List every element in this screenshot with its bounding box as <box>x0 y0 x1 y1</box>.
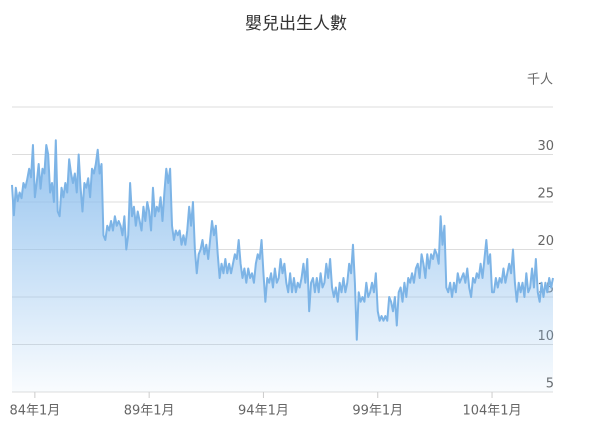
x-tick-label: 84年1月 <box>9 404 60 419</box>
y-tick-label: 30 <box>537 139 554 154</box>
chart-title: 嬰兒出生人數 <box>245 14 347 34</box>
x-tick-label: 89年1月 <box>124 404 175 419</box>
y-tick-label: 20 <box>537 234 554 249</box>
x-tick-label: 94年1月 <box>238 404 289 419</box>
x-tick-label: 99年1月 <box>352 404 403 419</box>
y-tick-label: 25 <box>537 187 554 202</box>
x-tick-label: 104年1月 <box>462 404 521 419</box>
y-axis-unit: 千人 <box>527 73 553 88</box>
line <box>11 139 554 341</box>
